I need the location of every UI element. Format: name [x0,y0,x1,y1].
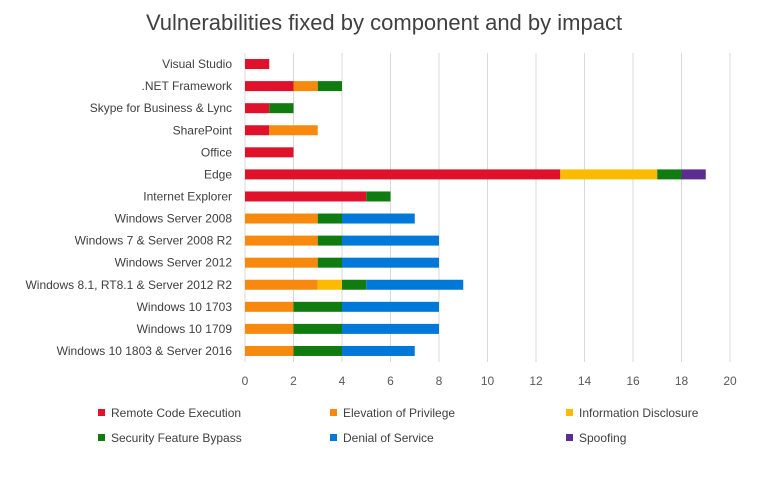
x-tick-label: 14 [578,374,592,388]
legend-label: Elevation of Privilege [343,406,455,420]
bar-segment [269,103,294,114]
bars [245,59,706,356]
bar-segment [342,235,439,246]
bar-segment [560,169,658,180]
legend-swatch [566,409,573,416]
bar-segment [342,279,367,290]
bar-segment [245,169,561,180]
bar-segment [269,125,318,136]
bar-segment [245,345,294,356]
bar-segment [657,169,682,180]
x-tick-label: 10 [481,374,495,388]
category-label: .NET Framework [142,79,233,93]
bar-segment [342,301,439,312]
category-label: Windows Server 2008 [115,212,233,226]
category-label: Windows 7 & Server 2008 R2 [75,234,233,248]
x-tick-label: 0 [242,374,249,388]
category-label: Windows 10 1803 & Server 2016 [57,344,233,358]
bar-segment [366,279,464,290]
bar-segment [293,323,342,334]
x-tick-label: 2 [290,374,297,388]
bar-segment [342,213,415,224]
bar-segment [245,323,294,334]
bar-segment [317,213,342,224]
category-label: Windows 10 1709 [137,322,233,336]
category-label: Office [201,145,232,159]
bar-segment [245,125,270,136]
bar-segment [245,279,318,290]
x-tick-label: 4 [339,374,346,388]
category-label: SharePoint [173,123,233,137]
category-label: Edge [204,167,232,181]
x-tick-label: 20 [723,374,737,388]
bar-segment [366,191,391,202]
category-labels: Visual Studio .NET Framework Skype for Bus… [25,57,233,358]
x-tick-label: 8 [436,374,443,388]
legend: Remote Code Execution Elevation of Privil… [98,406,699,445]
bar-segment [245,213,318,224]
bar-segment [342,323,439,334]
category-label: Skype for Business & Lync [90,101,232,115]
bar-segment [293,345,342,356]
legend-swatch [330,434,337,441]
legend-swatch [330,409,337,416]
legend-label: Denial of Service [343,431,434,445]
bar-segment [245,147,294,158]
bar-segment [245,257,318,268]
category-label: Windows 8.1, RT8.1 & Server 2012 R2 [25,278,232,292]
legend-label: Spoofing [579,431,626,445]
bar-segment [342,257,439,268]
legend-label: Information Disclosure [579,406,699,420]
legend-swatch [566,434,573,441]
bar-segment [317,235,342,246]
category-label: Windows 10 1703 [137,300,233,314]
bar-segment [293,301,342,312]
bar-segment [245,59,270,70]
bar-segment [293,81,318,92]
category-label: Windows Server 2012 [115,256,233,270]
x-tick-label: 12 [529,374,543,388]
legend-swatch [98,409,105,416]
legend-label: Security Feature Bypass [111,431,242,445]
category-label: Internet Explorer [143,189,232,203]
bar-segment [245,235,318,246]
bar-segment [342,345,415,356]
x-tick-label: 16 [626,374,640,388]
legend-label: Remote Code Execution [111,406,241,420]
bar-segment [317,257,342,268]
x-axis-ticks: 0 2 4 6 8 10 12 14 16 18 20 [242,374,737,388]
bar-segment [245,103,270,114]
bar-segment [245,301,294,312]
gridlines [244,53,731,362]
category-label: Visual Studio [162,57,232,71]
x-tick-label: 6 [387,374,394,388]
bar-segment [245,81,294,92]
bar-segment [317,279,342,290]
chart-title: Vulnerabilities fixed by component and b… [146,10,622,35]
bar-segment [245,191,367,202]
bar-segment [317,81,342,92]
x-tick-label: 18 [675,374,689,388]
bar-segment [681,169,706,180]
legend-swatch [98,434,105,441]
